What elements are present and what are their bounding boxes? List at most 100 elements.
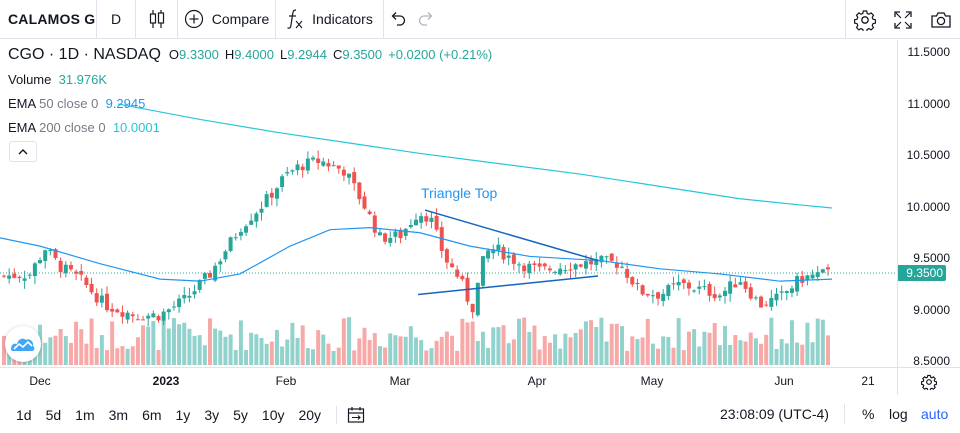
volume-bar: [120, 346, 125, 365]
chart-type-button[interactable]: [136, 0, 177, 39]
clock-timezone[interactable]: 23:08:09 (UTC-4): [720, 406, 829, 422]
candle-body: [532, 263, 537, 265]
volume-bar: [697, 346, 702, 365]
fullscreen-icon: [894, 10, 912, 29]
range-3y-button[interactable]: 3y: [204, 406, 220, 423]
time-scale[interactable]: Dec 2023 Feb Mar Apr May Jun 21: [0, 367, 897, 395]
range-3m-button[interactable]: 3m: [108, 406, 129, 423]
ema200-legend[interactable]: EMA 200 close 0 10.0001: [8, 120, 160, 135]
range-20y-button[interactable]: 20y: [298, 406, 322, 423]
calendar-range-icon[interactable]: [347, 406, 365, 424]
volume-bar: [94, 347, 99, 365]
candle-body: [424, 216, 429, 222]
candle-body: [455, 269, 460, 277]
range-1y-button[interactable]: 1y: [175, 406, 191, 423]
candle-body: [511, 254, 516, 264]
indicators-button[interactable]: Indicators: [276, 0, 383, 39]
candle-body: [671, 283, 676, 285]
volume-bar: [738, 340, 743, 365]
range-5d-button[interactable]: 5d: [45, 406, 62, 423]
volume-bar: [311, 349, 315, 365]
candle-body: [7, 275, 12, 279]
volume-bar: [264, 343, 269, 365]
gear-icon: [854, 9, 876, 31]
volume-bar: [573, 332, 578, 365]
candle-body: [326, 163, 331, 167]
volume-bar: [125, 348, 130, 365]
symbol-search[interactable]: CALAMOS G: [8, 11, 96, 27]
candle-body: [800, 276, 805, 283]
volume-bar: [743, 341, 748, 365]
volume-legend[interactable]: Volume 31.976K: [8, 72, 107, 87]
candle-body: [377, 232, 382, 236]
candle-body: [74, 271, 79, 274]
legend-exchange: NASDAQ: [93, 46, 161, 63]
volume-bar: [321, 334, 326, 365]
collapse-legend-button[interactable]: [9, 141, 37, 162]
volume-bar: [506, 343, 511, 365]
legend-interval: 1D: [58, 46, 80, 63]
price-chart[interactable]: [0, 40, 897, 367]
volume-bar: [362, 327, 367, 365]
candle-body: [759, 296, 764, 308]
log-scale-toggle[interactable]: log: [889, 406, 908, 422]
range-1m-button[interactable]: 1m: [75, 406, 95, 423]
redo-button[interactable]: [412, 0, 440, 39]
volume-bar: [228, 334, 233, 365]
settings-button[interactable]: [846, 0, 884, 39]
candle-body: [259, 208, 264, 213]
interval-button[interactable]: D: [110, 11, 122, 27]
snapshot-button[interactable]: [922, 0, 960, 39]
volume-bar: [717, 345, 722, 365]
volume-bar: [434, 340, 439, 365]
auto-scale-toggle[interactable]: auto: [921, 406, 949, 422]
candle-body: [321, 161, 326, 166]
range-1d-button[interactable]: 1d: [16, 406, 32, 423]
candle-body: [686, 282, 691, 289]
candle-body: [347, 173, 352, 178]
candle-body: [388, 237, 393, 243]
triangle-top-pattern-label[interactable]: Triangle Top: [421, 185, 498, 201]
candle-body: [244, 226, 249, 233]
time-tick: Feb: [275, 374, 297, 388]
volume-bar: [578, 329, 583, 365]
volume-bar: [269, 341, 274, 365]
candle-body: [285, 171, 290, 174]
undo-button[interactable]: [384, 0, 412, 39]
range-buttons: 1d 5d 1m 3m 6m 1y 3y 5y 10y 20y: [9, 407, 328, 423]
triangle-lower-line: [417, 275, 599, 296]
volume-bar: [424, 350, 429, 365]
toolbar-right-group: [845, 0, 960, 39]
volume-bar: [491, 327, 496, 365]
candle-body: [197, 279, 202, 290]
percent-scale-toggle[interactable]: %: [862, 406, 875, 422]
volume-bar: [285, 339, 290, 365]
compare-button[interactable]: Compare: [178, 0, 275, 39]
volume-bar: [547, 342, 552, 365]
candle-body: [563, 270, 568, 272]
volume-bar: [764, 334, 769, 365]
volume-bar: [826, 335, 830, 365]
range-6m-button[interactable]: 6m: [142, 406, 162, 423]
volume-bar: [290, 322, 295, 365]
candle-body: [645, 293, 650, 296]
range-10y-button[interactable]: 10y: [261, 406, 285, 423]
volume-bar: [429, 348, 434, 365]
fullscreen-button[interactable]: [884, 0, 922, 39]
tradingview-logo[interactable]: [5, 326, 41, 362]
chart-legend: CGO · 1D · NASDAQ O9.3300 H9.4000 L9.2944 C…: [8, 46, 498, 64]
volume-bar: [486, 347, 491, 365]
main-series-legend[interactable]: CGO · 1D · NASDAQ O9.3300 H9.4000 L9.2944 C…: [8, 46, 498, 64]
price-scale[interactable]: 11.5000 11.0000 10.5000 10.0000 9.5000 9.0000…: [897, 40, 960, 368]
volume-bar: [259, 338, 264, 365]
range-5y-button[interactable]: 5y: [233, 406, 248, 423]
scale-settings-button[interactable]: [897, 367, 960, 395]
volume-bar: [532, 325, 537, 365]
ema50-params: 50 close 0: [39, 96, 99, 111]
volume-bar: [202, 345, 207, 365]
change-value: +0.0200 (+0.21%): [388, 47, 493, 62]
candle-body: [120, 312, 125, 317]
price-tick: 10.5000: [906, 148, 950, 162]
ema50-legend[interactable]: EMA 50 close 0 9.2945: [8, 96, 145, 111]
volume-bar: [542, 336, 547, 365]
